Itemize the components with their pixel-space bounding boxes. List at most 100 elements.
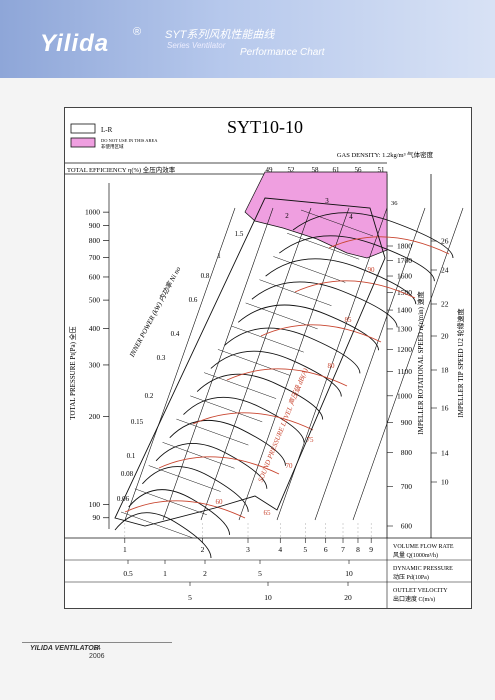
dynamic-label-cn: 动压 Pd(10Pa): [393, 574, 429, 581]
pressure-curve: [265, 258, 417, 305]
efficiency-label: TOTAL EFFICIENCY η(%) 全压内效率: [67, 165, 176, 174]
pressure-curve: [128, 489, 231, 535]
speed-tick-label: 1300: [397, 324, 412, 333]
inner-power-value: 1.5: [235, 230, 244, 238]
operating-envelope: [114, 197, 386, 527]
header-subtitle: Series Ventilator: [167, 41, 226, 50]
sound-level-value: 85: [345, 316, 353, 324]
y-tick-label: 800: [89, 236, 101, 245]
efficiency-tick: 49: [266, 166, 274, 174]
sound-level-curve: [294, 280, 416, 299]
iso-power-line: [273, 256, 346, 283]
legend-lr-swatch: [70, 123, 96, 134]
efficiency-tick: 51: [378, 166, 386, 174]
footer-brand: YILIDA VENTILATOR: [30, 645, 99, 652]
dynamic-tick-label: 1: [163, 569, 167, 578]
extra-tick-label: 36: [391, 200, 398, 207]
sound-level-curve: [328, 236, 450, 255]
footer-rule: [22, 642, 172, 643]
inner-power-value: 0.15: [131, 418, 144, 426]
y-tick-label: 200: [89, 412, 101, 421]
tip-tick-label: 16: [441, 404, 449, 413]
iso-power-line: [190, 395, 263, 423]
tip-axis-ticks: 10 14 16 18 20 22 24 26: [431, 237, 449, 487]
speed-tick-label: 1600: [397, 272, 412, 281]
flow-tick-label: 7: [341, 545, 345, 554]
sound-level-value: 75: [307, 436, 315, 444]
legend-no-use-cn: 非使用区域: [101, 143, 124, 150]
performance-chart: L-R DO NOT USE IN THIS AREA 非使用区域 SYT10-…: [65, 117, 471, 608]
speed-tick-label: 600: [401, 522, 413, 531]
pressure-curve: [114, 512, 212, 559]
dynamic-label-en: DYNAMIC PRESSURE: [393, 566, 453, 572]
tip-tick-label: 18: [441, 366, 449, 375]
pressure-curve: [169, 419, 286, 466]
pressure-curve: [183, 396, 305, 443]
chart-title: SYT10-10: [227, 117, 303, 137]
tip-tick-label: 10: [441, 478, 449, 487]
tip-tick-label: 22: [441, 300, 449, 309]
y-tick-label: 900: [89, 221, 101, 230]
speed-tick-label: 1000: [397, 391, 412, 400]
sound-level-curve: [260, 324, 382, 343]
inner-power-value: 0.08: [121, 470, 134, 478]
flow-label-en: VOLUME FLOW RATE: [393, 544, 454, 550]
y-tick-label: 1000: [85, 208, 100, 217]
plot-area: 0.06 0.08 0.1 0.15 0.2 0.3 0.4 0.6 0.8 1 1.5 2 3 4 60 6…: [114, 171, 464, 559]
pressure-curve: [224, 327, 361, 374]
speed-tick-label: 800: [401, 448, 413, 457]
y-tick-label: 90: [93, 513, 101, 522]
efficiency-tick: 56: [355, 166, 363, 174]
y-axis-ticks: 90 100 200 300 400 500 600 700 800 900 1000: [85, 183, 110, 529]
sound-level-curve: [192, 412, 314, 431]
speed-tick-label: 1800: [397, 242, 412, 251]
inner-power-value: 0.1: [127, 452, 136, 460]
flow-tick-label: 9: [369, 545, 373, 554]
y-tick-label: 700: [89, 253, 101, 262]
pressure-curve: [251, 281, 398, 328]
sound-level-value: 60: [216, 498, 224, 506]
sound-level-value: 70: [286, 462, 294, 470]
footer-year: 2006: [89, 653, 105, 660]
brand-logo: Yilida: [40, 30, 110, 57]
outlet-tick-label: 10: [264, 593, 272, 602]
iso-power-line: [287, 232, 360, 260]
header-performance-chart: Performance Chart: [240, 47, 325, 58]
outlet-tick-label: 20: [344, 593, 352, 602]
registered-mark: ®: [133, 26, 142, 38]
tip-tick-label: 20: [441, 332, 449, 341]
sound-level-value: 65: [264, 509, 272, 517]
inner-power-value: 3: [325, 197, 329, 205]
y-tick-label: 500: [89, 296, 101, 305]
speed-tick-label: 1200: [397, 345, 412, 354]
pressure-curve: [279, 235, 435, 282]
footer-page: 14: [93, 645, 101, 652]
efficiency-ticks: 49 52 58 61 56 51: [266, 166, 386, 174]
pressure-curve: [142, 466, 249, 512]
speed-axis-label: IMPELLER ROTATIONAL SPEED n(r/min) 速度: [416, 291, 425, 434]
pressure-curve: [292, 212, 454, 259]
outlet-label-en: OUTLET VELOCITY: [393, 588, 448, 594]
no-use-region: [244, 171, 388, 259]
sound-level-curve: [124, 500, 246, 519]
system-line: [276, 207, 388, 521]
iso-power-line: [148, 465, 221, 492]
iso-power-line: [217, 349, 291, 376]
inner-power-value: 0.8: [201, 272, 210, 280]
sound-level-curve: [158, 456, 280, 475]
iso-power-line: [203, 372, 277, 399]
dynamic-tick-label: 2: [203, 569, 207, 578]
inner-power-value: 1: [217, 252, 221, 260]
iso-power-line: [300, 209, 374, 237]
system-line: [200, 207, 312, 521]
system-line: [352, 207, 464, 521]
y-axis-label: TOTAL PRESSURE Pt(Pa) 全压: [68, 326, 77, 419]
efficiency-tick: 61: [333, 166, 341, 174]
tip-tick-label: 24: [441, 266, 449, 275]
system-line: [124, 207, 236, 521]
legend-no-use-en: DO NOT USE IN THIS AREA: [101, 138, 158, 143]
iso-power-line: [134, 488, 207, 516]
system-line: [238, 207, 350, 521]
iso-power-line: [231, 325, 304, 353]
header-banner: Yilida ® SYT系列风机性能曲线 Series Ventilator P…: [0, 0, 495, 78]
